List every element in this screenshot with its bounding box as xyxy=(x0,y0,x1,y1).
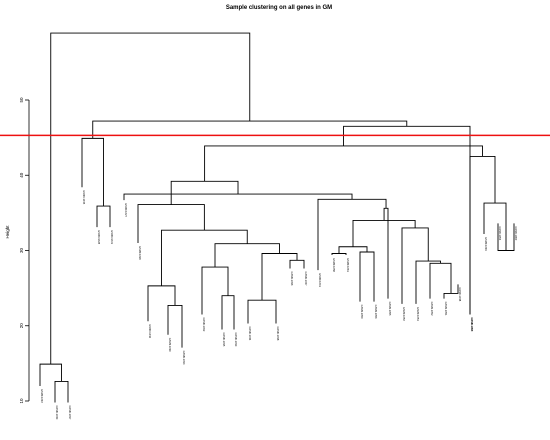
leaf-label: GSM9.1034 xyxy=(182,351,186,365)
dendrogram-branches xyxy=(39,32,515,403)
dendrogram-link xyxy=(429,262,452,299)
y-axis: 10 20 30 40 50 xyxy=(19,97,30,404)
dendrogram-link xyxy=(317,198,387,271)
dendrogram-link xyxy=(161,229,248,286)
dendrogram-link xyxy=(359,251,375,302)
leaf-label: GSM9.1046 xyxy=(470,317,474,331)
leaf-label: GSM9.1042 xyxy=(148,324,152,338)
leaf-label: GSM9.1035 xyxy=(222,333,226,347)
dendrogram-link xyxy=(81,137,104,207)
dendrogram-link xyxy=(415,260,441,304)
dendrogram-link xyxy=(123,193,353,201)
dendrogram-link xyxy=(469,155,496,315)
dendrogram-link xyxy=(289,259,305,269)
leaf-label: GSM9.1056 xyxy=(374,305,378,319)
leaf-label: GSM9.1027 xyxy=(124,203,128,217)
leaf-label: GSM9.1052 xyxy=(430,302,434,316)
leaf-label: GSM9.1048 xyxy=(458,287,462,301)
dendrogram-link xyxy=(383,207,389,299)
leaf-label: GSM9.1037 xyxy=(68,406,72,420)
leaf-label: GSM9.1038 xyxy=(276,326,280,340)
dendrogram-link xyxy=(338,246,368,254)
chart-title: Sample clustering on all genes in GM xyxy=(226,5,332,11)
leaf-label: GSM9.1036 xyxy=(290,272,294,286)
dendrogram-link xyxy=(137,204,205,243)
dendrogram-link xyxy=(54,380,69,403)
y-tick-label: 30 xyxy=(19,248,24,254)
leaf-label: GSM9.1040 xyxy=(40,389,44,403)
y-tick-label: 50 xyxy=(19,97,24,103)
y-tick-label: 10 xyxy=(19,398,24,404)
leaf-label: GSM9.1049 xyxy=(484,237,488,251)
leaf-label: GSM9.1051 xyxy=(444,302,448,316)
leaf-label: GSM9.1041 xyxy=(318,273,322,287)
leaf-label: GSM9.1033 xyxy=(234,333,238,347)
leaf-label: GSM9.1028 xyxy=(97,230,101,244)
dendrogram-link xyxy=(39,363,62,386)
dendrogram-link xyxy=(401,227,429,304)
dendrogram-link xyxy=(50,32,251,365)
leaf-label: GSM9.1061 xyxy=(346,258,350,272)
leaf-label: GSM9.1031 xyxy=(110,230,114,244)
dendrogram-link xyxy=(247,299,277,324)
leaf-label: GSM9.1044 xyxy=(248,326,252,340)
leaf-label: GSM9.1057 xyxy=(470,317,474,331)
leaf-label: GSM9.1050 xyxy=(402,307,406,321)
dendrogram-link xyxy=(201,266,229,315)
leaf-label: GSM9.1047 xyxy=(304,272,308,286)
leaf-label: GSM9.1055 xyxy=(388,302,392,316)
leaf-labels: GSM9.1040 GSM9.1043 GSM9.1037 GSM9.1045 GSM9… xyxy=(40,190,518,420)
leaf-label: GSM9.1032 xyxy=(202,317,206,331)
y-tick-label: 20 xyxy=(19,323,24,329)
dendrogram-link xyxy=(204,145,483,182)
leaf-label: GSM9.1058 xyxy=(332,258,336,272)
leaf-label: GSM9.1039 xyxy=(168,338,172,352)
dendrogram-link xyxy=(170,180,239,205)
dendrogram-link xyxy=(221,295,235,330)
dendrogram-link xyxy=(352,219,416,247)
dendrogram-link xyxy=(331,253,347,256)
dendrogram-link xyxy=(96,205,111,228)
leaf-label: GSM9.1026 xyxy=(138,246,142,260)
leaf-label: GSM9.1053 xyxy=(416,307,420,321)
leaf-label: GSM9.1060 xyxy=(514,226,518,240)
leaf-label: GSM9.1054 xyxy=(498,226,502,240)
dendrogram-link xyxy=(214,243,280,268)
leaf-label: GSM9.1059 xyxy=(360,305,364,319)
dendrogram-link xyxy=(147,285,176,322)
leaf-label: GSM9.1043 xyxy=(55,406,59,420)
y-axis-label: Height xyxy=(5,225,10,239)
leaf-label: GSM9.1045 xyxy=(82,190,86,204)
y-tick-label: 40 xyxy=(19,172,24,178)
